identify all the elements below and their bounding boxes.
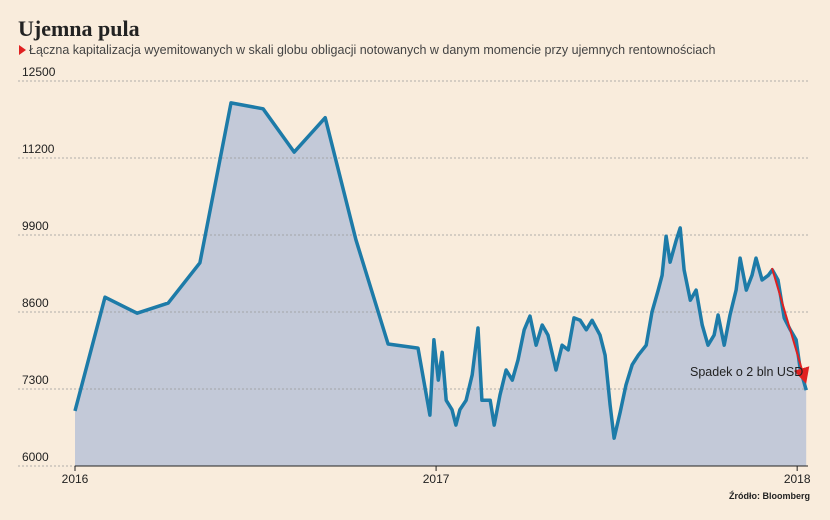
x-tick-label: 2017 [423, 472, 450, 486]
x-tick-label: 2018 [784, 472, 811, 486]
source: Źródło: Bloomberg [729, 491, 810, 501]
y-tick-label: 12500 [22, 65, 56, 79]
y-tick-label: 9900 [22, 219, 49, 233]
plot: 6000 7300 8600 9900 11200 12500 2016 2017 2018 [18, 65, 811, 486]
chart-title: Ujemna pula [18, 16, 140, 41]
annotation: Spadek o 2 bln USD [690, 365, 803, 379]
y-tick-label: 6000 [22, 450, 49, 464]
y-tick-label: 7300 [22, 373, 49, 387]
area [75, 102, 807, 467]
subtitle-marker [19, 45, 26, 55]
annotation-arrow [771, 267, 810, 384]
x-tick-label: 2016 [62, 472, 89, 486]
y-tick-label: 11200 [22, 142, 55, 156]
y-tick-label: 8600 [22, 296, 49, 310]
line [73, 101, 808, 440]
chart-subtitle: Łączna kapitalizacja wyemitowanych w ska… [29, 43, 715, 57]
